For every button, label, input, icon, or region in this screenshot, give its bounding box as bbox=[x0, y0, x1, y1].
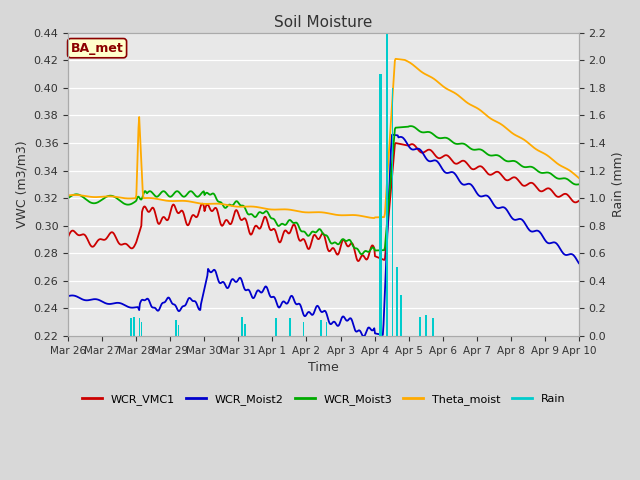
Bar bbox=[131, 318, 132, 336]
Bar bbox=[419, 317, 420, 336]
Bar bbox=[400, 295, 401, 336]
Bar bbox=[289, 318, 291, 336]
Bar bbox=[244, 324, 246, 336]
Title: Soil Moisture: Soil Moisture bbox=[275, 15, 372, 30]
Bar bbox=[420, 317, 421, 336]
Y-axis label: Rain (mm): Rain (mm) bbox=[612, 152, 625, 217]
Bar bbox=[326, 322, 327, 336]
Bar bbox=[426, 315, 428, 336]
Bar bbox=[133, 317, 134, 336]
Bar bbox=[175, 320, 176, 336]
Bar bbox=[380, 74, 381, 336]
Bar bbox=[134, 317, 135, 336]
Bar bbox=[290, 318, 291, 336]
Bar bbox=[386, 33, 387, 336]
X-axis label: Time: Time bbox=[308, 361, 339, 374]
Bar bbox=[130, 318, 131, 336]
Bar bbox=[419, 317, 420, 336]
Bar bbox=[175, 320, 177, 336]
Bar bbox=[401, 295, 402, 336]
Bar bbox=[397, 267, 398, 336]
Bar bbox=[433, 318, 434, 336]
Bar bbox=[275, 318, 276, 336]
Bar bbox=[141, 322, 142, 336]
Bar bbox=[426, 315, 427, 336]
Legend: WCR_VMC1, WCR_Moist2, WCR_Moist3, Theta_moist, Rain: WCR_VMC1, WCR_Moist2, WCR_Moist3, Theta_… bbox=[77, 390, 570, 409]
Bar bbox=[139, 318, 140, 336]
Bar bbox=[303, 322, 304, 336]
Bar bbox=[387, 33, 388, 336]
Bar bbox=[320, 320, 321, 336]
Text: BA_met: BA_met bbox=[70, 42, 124, 55]
Y-axis label: VWC (m3/m3): VWC (m3/m3) bbox=[15, 141, 28, 228]
Bar bbox=[242, 317, 243, 336]
Bar bbox=[425, 315, 426, 336]
Bar bbox=[241, 317, 242, 336]
Bar bbox=[303, 322, 305, 336]
Bar bbox=[432, 318, 433, 336]
Bar bbox=[387, 33, 388, 336]
Bar bbox=[380, 74, 381, 336]
Bar bbox=[381, 74, 382, 336]
Bar bbox=[392, 88, 394, 336]
